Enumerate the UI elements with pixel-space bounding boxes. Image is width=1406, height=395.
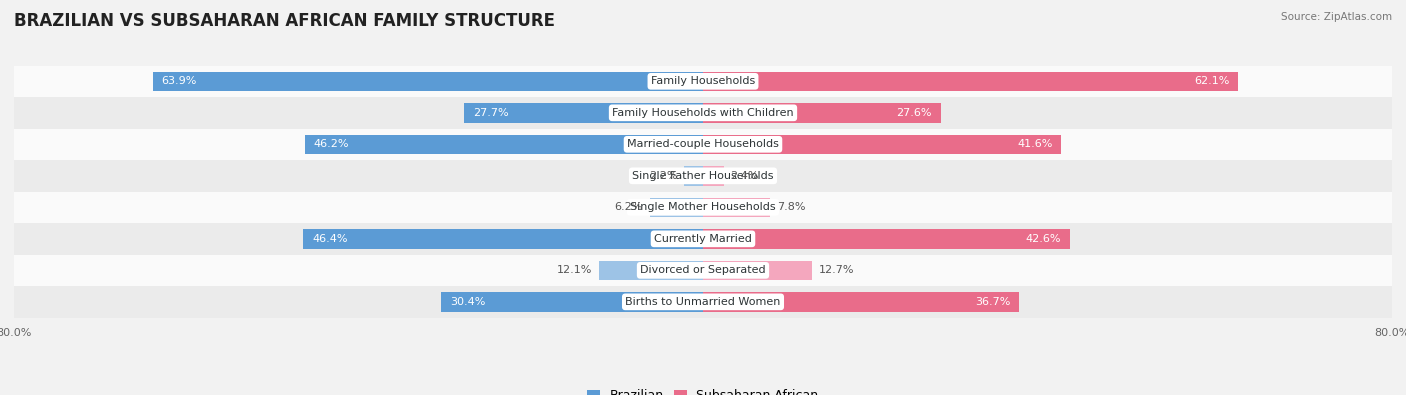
Text: 46.2%: 46.2% — [314, 139, 349, 149]
Text: Divorced or Separated: Divorced or Separated — [640, 265, 766, 275]
Bar — [14, 223, 1392, 255]
Text: 2.4%: 2.4% — [731, 171, 759, 181]
Bar — [650, 198, 703, 217]
Bar — [703, 71, 1237, 91]
Legend: Brazilian, Subsaharan African: Brazilian, Subsaharan African — [588, 389, 818, 395]
Text: Single Father Households: Single Father Households — [633, 171, 773, 181]
Bar — [153, 71, 703, 91]
Bar — [304, 229, 703, 248]
Text: Family Households: Family Households — [651, 76, 755, 86]
Bar — [703, 198, 770, 217]
Text: 30.4%: 30.4% — [450, 297, 485, 307]
Text: 36.7%: 36.7% — [976, 297, 1011, 307]
Bar — [441, 292, 703, 312]
Bar — [703, 261, 813, 280]
Text: Married-couple Households: Married-couple Households — [627, 139, 779, 149]
Bar — [703, 229, 1070, 248]
Bar — [685, 166, 703, 186]
Text: Family Households with Children: Family Households with Children — [612, 108, 794, 118]
Text: 12.7%: 12.7% — [820, 265, 855, 275]
Bar — [14, 286, 1392, 318]
Text: BRAZILIAN VS SUBSAHARAN AFRICAN FAMILY STRUCTURE: BRAZILIAN VS SUBSAHARAN AFRICAN FAMILY S… — [14, 12, 555, 30]
Bar — [14, 97, 1392, 128]
Text: 12.1%: 12.1% — [557, 265, 592, 275]
Bar — [14, 192, 1392, 223]
Bar — [703, 166, 724, 186]
Bar — [14, 160, 1392, 192]
Bar — [464, 103, 703, 122]
Bar — [703, 292, 1019, 312]
Bar — [703, 135, 1062, 154]
Text: 62.1%: 62.1% — [1194, 76, 1229, 86]
Text: 63.9%: 63.9% — [162, 76, 197, 86]
Bar — [14, 128, 1392, 160]
Text: 2.2%: 2.2% — [648, 171, 678, 181]
Text: Single Mother Households: Single Mother Households — [630, 202, 776, 213]
Text: 7.8%: 7.8% — [778, 202, 806, 213]
Bar — [305, 135, 703, 154]
Text: 46.4%: 46.4% — [312, 234, 347, 244]
Text: 42.6%: 42.6% — [1026, 234, 1062, 244]
Text: 6.2%: 6.2% — [614, 202, 643, 213]
Text: 27.6%: 27.6% — [897, 108, 932, 118]
Bar — [703, 103, 941, 122]
Text: 27.7%: 27.7% — [472, 108, 509, 118]
Text: Births to Unmarried Women: Births to Unmarried Women — [626, 297, 780, 307]
Text: Currently Married: Currently Married — [654, 234, 752, 244]
Bar — [14, 255, 1392, 286]
Bar — [14, 66, 1392, 97]
Text: Source: ZipAtlas.com: Source: ZipAtlas.com — [1281, 12, 1392, 22]
Text: 41.6%: 41.6% — [1018, 139, 1053, 149]
Bar — [599, 261, 703, 280]
